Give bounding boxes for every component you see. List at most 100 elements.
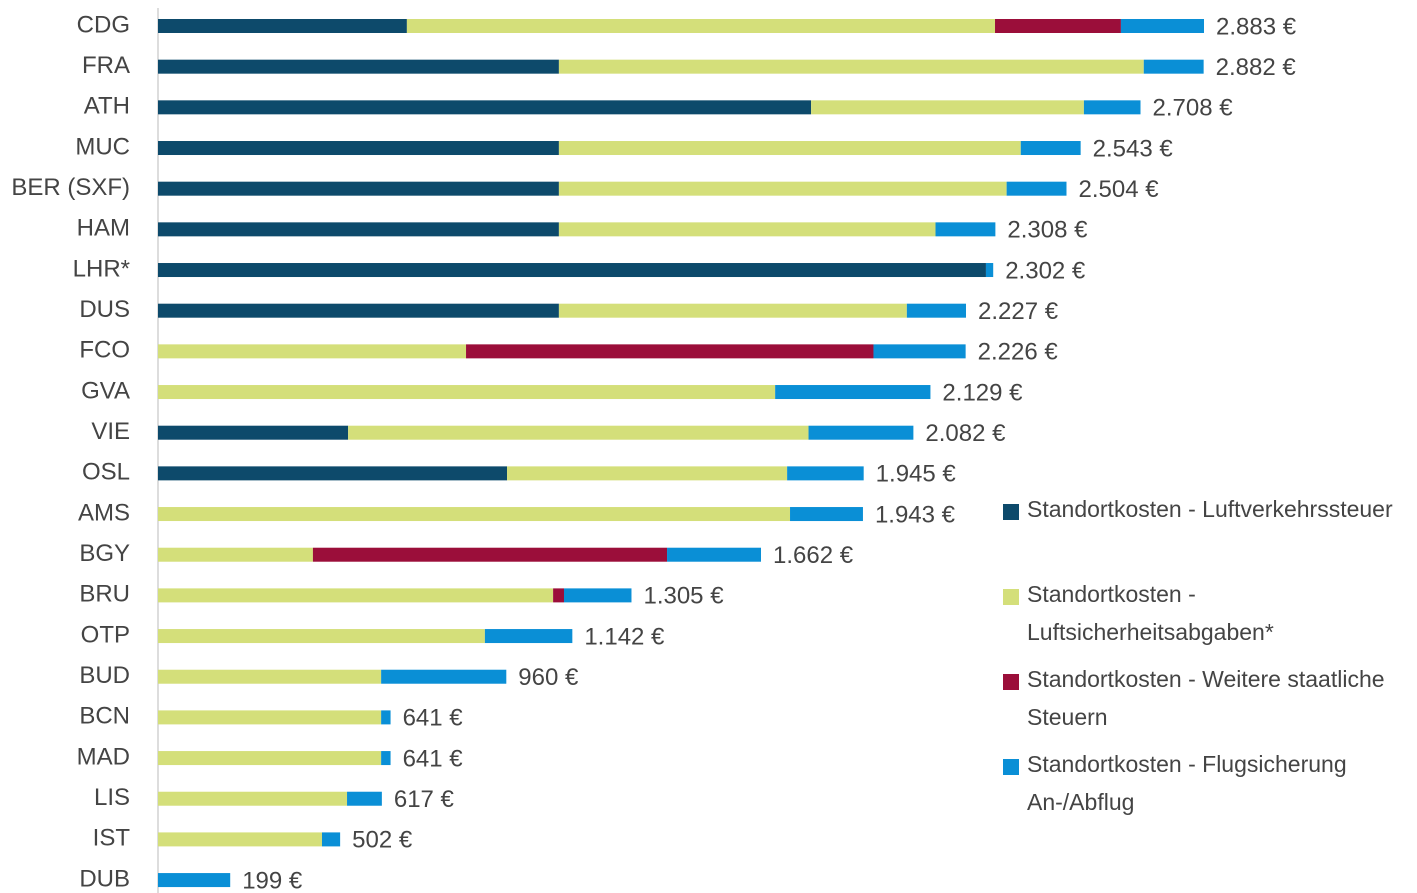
y-tick-label: LHR* bbox=[73, 255, 130, 282]
bar-segment bbox=[1120, 19, 1204, 33]
bar-segment bbox=[158, 751, 382, 766]
y-tick-label: BCN bbox=[79, 703, 130, 730]
bar-segment bbox=[158, 791, 348, 806]
legend-item: Standortkosten - Luftverkehrssteuer bbox=[1003, 496, 1403, 528]
bar-segment bbox=[558, 181, 1007, 196]
legend-label: Standortkosten - Weitere staatliche Steu… bbox=[1027, 666, 1385, 730]
y-tick-label: ATH bbox=[84, 93, 130, 120]
legend-swatch bbox=[1003, 589, 1019, 605]
bar-segment bbox=[158, 385, 776, 400]
bar-segment bbox=[158, 222, 559, 237]
bar-segment bbox=[158, 263, 986, 278]
total-label: 2.082 € bbox=[925, 420, 1006, 447]
total-label: 2.883 € bbox=[1216, 13, 1297, 40]
y-tick-label: MAD bbox=[77, 743, 130, 770]
total-label: 502 € bbox=[352, 827, 413, 854]
y-tick-label: BUD bbox=[79, 662, 130, 689]
bar-segment bbox=[808, 425, 914, 440]
bar-segment bbox=[995, 19, 1121, 33]
y-tick-label: MUC bbox=[75, 133, 130, 160]
legend-swatch bbox=[1003, 504, 1019, 520]
bar-segment bbox=[558, 59, 1144, 74]
y-tick-label: CDG bbox=[77, 11, 130, 38]
y-tick-label: FRA bbox=[82, 52, 130, 79]
total-label: 960 € bbox=[518, 664, 579, 691]
total-label: 2.302 € bbox=[1005, 257, 1086, 284]
bar-segment bbox=[558, 303, 907, 318]
bar-segment bbox=[158, 344, 467, 359]
y-tick-label: BGY bbox=[79, 540, 130, 567]
bar-segment bbox=[158, 59, 559, 74]
y-tick-label: IST bbox=[93, 825, 131, 852]
bar-segment bbox=[348, 425, 809, 440]
bar-segment bbox=[158, 181, 559, 196]
legend-item: Standortkosten - Weitere staatliche Steu… bbox=[1003, 666, 1403, 736]
bar-segment bbox=[466, 344, 874, 359]
bar-segment bbox=[347, 791, 382, 806]
y-tick-label: OSL bbox=[82, 459, 130, 486]
bar-segment bbox=[158, 19, 407, 33]
bar-segment bbox=[1006, 181, 1067, 196]
bar-segment bbox=[381, 710, 391, 725]
y-tick-label: AMS bbox=[78, 499, 130, 526]
bar-segment bbox=[775, 385, 931, 400]
legend-item: Standortkosten - Luftsicherheitsabgaben* bbox=[1003, 581, 1403, 651]
bar-segment bbox=[406, 19, 996, 33]
bar-segment bbox=[558, 222, 936, 237]
bar-segment bbox=[790, 507, 863, 522]
bar-segment bbox=[381, 669, 507, 684]
bar-segment bbox=[158, 303, 559, 318]
total-label: 2.543 € bbox=[1093, 135, 1174, 162]
bar-segment bbox=[158, 466, 508, 481]
bar-segment bbox=[787, 466, 864, 481]
total-label: 2.129 € bbox=[942, 379, 1023, 406]
y-tick-label: OTP bbox=[81, 621, 130, 648]
bar-segment bbox=[158, 629, 485, 644]
bar-segment bbox=[381, 751, 391, 766]
total-label: 199 € bbox=[242, 867, 303, 893]
total-label: 2.708 € bbox=[1153, 95, 1234, 122]
bar-segment bbox=[321, 832, 341, 847]
total-label: 2.227 € bbox=[978, 298, 1059, 325]
bar-segment bbox=[312, 547, 668, 562]
bar-segment bbox=[563, 588, 632, 603]
total-label: 2.882 € bbox=[1216, 54, 1297, 81]
bar-segment bbox=[158, 507, 791, 522]
legend-swatch bbox=[1003, 759, 1019, 775]
y-tick-label: VIE bbox=[91, 418, 130, 445]
legend-item: Standortkosten - Flugsicherung An-/Abflu… bbox=[1003, 751, 1403, 821]
bar-segment bbox=[158, 100, 812, 115]
bar-segment bbox=[158, 547, 313, 562]
bar-segment bbox=[158, 832, 322, 847]
bar-segment bbox=[873, 344, 966, 359]
bar-segment bbox=[667, 547, 762, 562]
total-label: 1.943 € bbox=[875, 501, 956, 528]
total-label: 1.945 € bbox=[876, 461, 957, 488]
y-tick-label: LIS bbox=[94, 784, 130, 811]
bar-segment bbox=[935, 222, 996, 237]
bar-segment bbox=[1020, 141, 1081, 156]
total-label: 2.308 € bbox=[1007, 217, 1088, 244]
bar-segment bbox=[158, 141, 559, 156]
legend-swatch bbox=[1003, 674, 1019, 690]
y-tick-label: DUS bbox=[79, 296, 130, 323]
bar-segment bbox=[1083, 100, 1141, 115]
legend-label: Standortkosten - Luftverkehrssteuer bbox=[1027, 496, 1393, 522]
y-tick-label: GVA bbox=[81, 377, 130, 404]
bar-segment bbox=[158, 873, 231, 888]
bar-segment bbox=[1143, 59, 1204, 74]
total-label: 1.662 € bbox=[773, 542, 854, 569]
y-tick-label: FCO bbox=[79, 337, 130, 364]
total-label: 617 € bbox=[394, 786, 455, 813]
bar-segment bbox=[553, 588, 564, 603]
bar-segment bbox=[507, 466, 788, 481]
bar-segment bbox=[985, 263, 994, 278]
legend-label: Standortkosten - Flugsicherung An-/Abflu… bbox=[1027, 751, 1347, 815]
bar-segment bbox=[906, 303, 966, 318]
total-label: 2.226 € bbox=[978, 339, 1059, 366]
bar-segment bbox=[158, 710, 382, 725]
total-label: 2.504 € bbox=[1078, 176, 1159, 203]
y-tick-label: BER (SXF) bbox=[11, 174, 130, 201]
